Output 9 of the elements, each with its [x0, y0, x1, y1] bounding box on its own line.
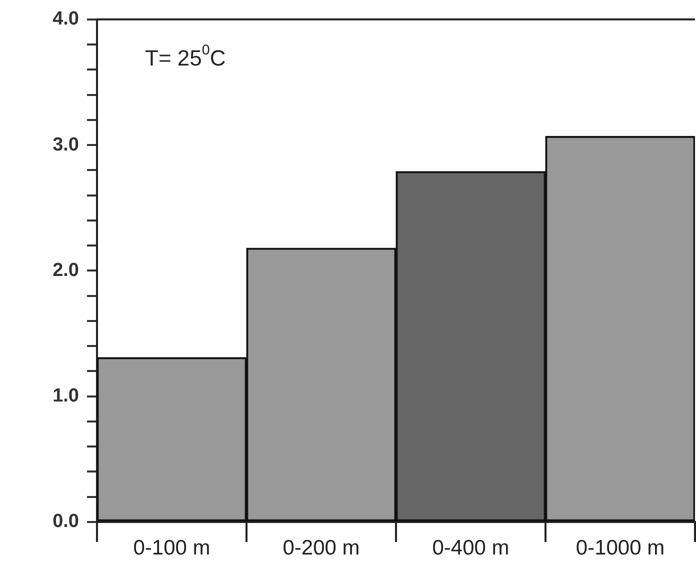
y-tick-label: 3.0	[52, 134, 79, 156]
x-tick-label: 0-400 m	[432, 536, 510, 560]
x-tick-label: 0-200 m	[282, 536, 360, 560]
y-tick-label: 4.0	[52, 8, 79, 30]
y-tick-label: 1.0	[52, 386, 79, 407]
y-tick-label: 0.0	[52, 511, 79, 532]
y-tick-label: 2.0	[52, 260, 79, 281]
x-tick-label: 0-100 m	[133, 536, 210, 560]
x-tick-label: 0-1000 m	[576, 536, 665, 560]
